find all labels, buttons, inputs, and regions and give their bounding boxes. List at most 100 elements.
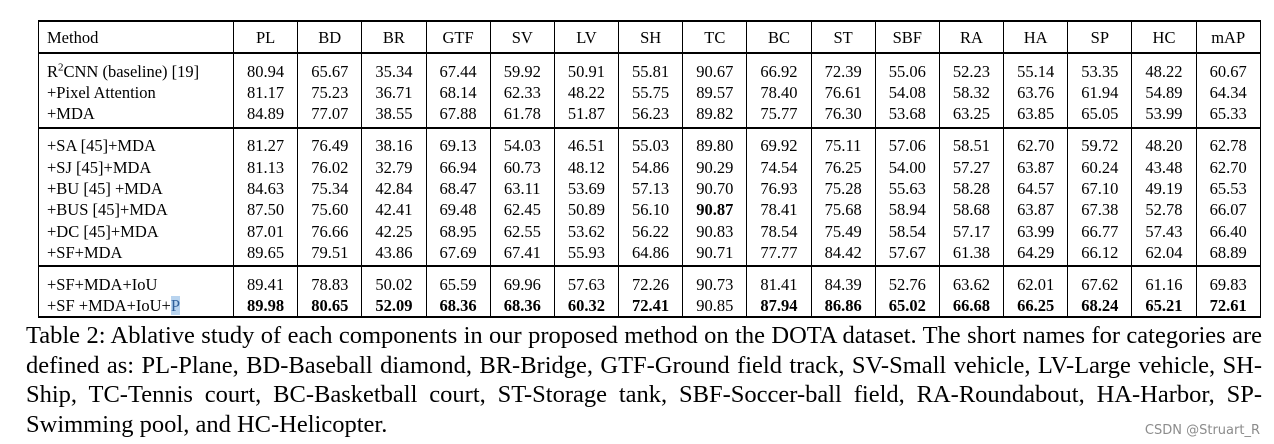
- value-cell: 72.41: [618, 295, 683, 319]
- table-row: +DC [45]+MDA 87.01 76.66 42.25 68.95 62.55 53.…: [38, 220, 1261, 242]
- value-cell: 90.85: [682, 295, 747, 319]
- table-caption: Table 2: Ablative study of each componen…: [26, 322, 1262, 438]
- value-cell: 67.69: [425, 241, 491, 268]
- value-cell: 53.68: [874, 103, 940, 129]
- value-cell: 58.94: [874, 199, 940, 221]
- value-cell: 57.13: [618, 177, 683, 200]
- column-header: TC: [682, 20, 747, 54]
- value-cell: 63.62: [938, 266, 1004, 296]
- value-cell: 90.71: [682, 241, 747, 268]
- column-header: BC: [746, 20, 812, 54]
- selection-highlight: P: [170, 296, 181, 316]
- value-cell: 69.92: [746, 127, 812, 157]
- value-cell: 63.87: [1003, 199, 1068, 221]
- value-cell: 42.25: [361, 220, 427, 242]
- value-cell: 89.98: [232, 295, 298, 319]
- table-row: +MDA 84.89 77.07 38.55 67.88 61.78 51.87 56.23 8…: [38, 103, 1261, 129]
- value-cell: 64.86: [618, 241, 683, 268]
- value-cell: 78.83: [297, 266, 362, 296]
- value-cell: 57.06: [874, 127, 940, 157]
- value-cell: 66.12: [1067, 241, 1132, 268]
- value-cell: 54.00: [874, 156, 940, 178]
- value-cell: 68.24: [1067, 295, 1132, 319]
- value-cell: 60.24: [1067, 156, 1132, 178]
- value-cell: 62.78: [1195, 127, 1261, 157]
- value-cell: 52.23: [938, 53, 1004, 82]
- value-cell: 48.22: [1131, 53, 1197, 82]
- value-cell: 72.26: [618, 266, 683, 296]
- column-header: SH: [618, 20, 683, 54]
- value-cell: 72.61: [1195, 295, 1261, 319]
- value-cell: 60.32: [553, 295, 619, 319]
- method-cell: +SF +MDA+IoU+P: [38, 295, 234, 319]
- value-cell: 87.01: [232, 220, 298, 242]
- method-cell: +SF+MDA: [38, 241, 234, 268]
- value-cell: 90.73: [682, 266, 747, 296]
- value-cell: 74.54: [746, 156, 812, 178]
- value-cell: 90.83: [682, 220, 747, 242]
- value-cell: 64.57: [1003, 177, 1068, 200]
- value-cell: 54.89: [1131, 82, 1197, 104]
- value-cell: 63.87: [1003, 156, 1068, 178]
- value-cell: 58.54: [874, 220, 940, 242]
- value-cell: 57.27: [938, 156, 1004, 178]
- value-cell: 61.16: [1131, 266, 1197, 296]
- value-cell: 77.07: [297, 103, 362, 129]
- value-cell: 52.78: [1131, 199, 1197, 221]
- value-cell: 81.13: [232, 156, 298, 178]
- value-cell: 76.61: [810, 82, 876, 104]
- value-cell: 76.25: [810, 156, 876, 178]
- value-cell: 68.89: [1195, 241, 1261, 268]
- value-cell: 55.06: [874, 53, 940, 82]
- value-cell: 58.28: [938, 177, 1004, 200]
- value-cell: 76.66: [297, 220, 362, 242]
- value-cell: 75.28: [810, 177, 876, 200]
- value-cell: 51.87: [553, 103, 619, 129]
- value-cell: 50.91: [553, 53, 619, 82]
- value-cell: 43.86: [361, 241, 427, 268]
- value-cell: 78.54: [746, 220, 812, 242]
- value-cell: 89.82: [682, 103, 747, 129]
- method-cell: R2CNN (baseline) [19]: [38, 53, 234, 82]
- value-cell: 43.48: [1131, 156, 1197, 178]
- value-cell: 76.93: [746, 177, 812, 200]
- value-cell: 90.29: [682, 156, 747, 178]
- value-cell: 49.19: [1131, 177, 1197, 200]
- value-cell: 54.86: [618, 156, 683, 178]
- value-cell: 38.16: [361, 127, 427, 157]
- method-cell: +SF+MDA+IoU: [38, 266, 234, 296]
- value-cell: 75.11: [810, 127, 876, 157]
- value-cell: 48.22: [553, 82, 619, 104]
- watermark: CSDN @Struart_R: [1144, 423, 1260, 438]
- value-cell: 52.76: [874, 266, 940, 296]
- value-cell: 66.92: [746, 53, 812, 82]
- table-row: +SF +MDA+IoU+P 89.98 80.65 52.09 68.36 68.36 6…: [38, 295, 1261, 319]
- value-cell: 57.43: [1131, 220, 1197, 242]
- value-cell: 35.34: [361, 53, 427, 82]
- value-cell: 89.57: [682, 82, 747, 104]
- table-row: +BU [45] +MDA 84.63 75.34 42.84 68.47 63.11 53…: [38, 177, 1261, 200]
- value-cell: 48.12: [553, 156, 619, 178]
- value-cell: 75.49: [810, 220, 876, 242]
- value-cell: 54.03: [489, 127, 555, 157]
- column-header: SBF: [874, 20, 940, 54]
- value-cell: 60.67: [1195, 53, 1261, 82]
- value-cell: 62.70: [1003, 127, 1068, 157]
- value-cell: 90.67: [682, 53, 747, 82]
- value-cell: 65.59: [425, 266, 491, 296]
- table-row: +SF+MDA 89.65 79.51 43.86 67.69 67.41 55.93 64.…: [38, 241, 1261, 268]
- value-cell: 84.39: [810, 266, 876, 296]
- value-cell: 67.62: [1067, 266, 1132, 296]
- value-cell: 63.76: [1003, 82, 1068, 104]
- value-cell: 81.41: [746, 266, 812, 296]
- value-cell: 68.14: [425, 82, 491, 104]
- value-cell: 84.63: [232, 177, 298, 200]
- value-cell: 79.51: [297, 241, 362, 268]
- method-cell: +SJ [45]+MDA: [38, 156, 234, 178]
- value-cell: 56.10: [618, 199, 683, 221]
- value-cell: 55.14: [1003, 53, 1068, 82]
- value-cell: 65.33: [1195, 103, 1261, 129]
- column-header: ST: [810, 20, 876, 54]
- column-header: LV: [553, 20, 619, 54]
- value-cell: 69.13: [425, 127, 491, 157]
